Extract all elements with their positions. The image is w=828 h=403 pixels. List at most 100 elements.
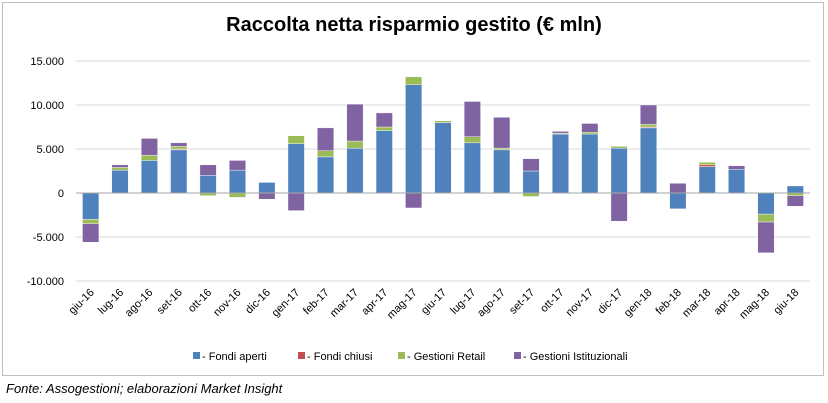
bar-segment — [405, 192, 423, 209]
bar-segment — [786, 185, 804, 194]
x-tick-label: ott-16 — [186, 287, 214, 315]
bar-segment — [111, 164, 129, 168]
bar-segment — [757, 192, 775, 215]
bar-segment — [463, 101, 481, 137]
y-tick-label: 15.000 — [30, 56, 64, 68]
bar-segment — [170, 146, 188, 150]
bar-segment — [698, 161, 716, 166]
legend-label: - Fondi aperti — [202, 351, 267, 363]
bar-segment — [669, 183, 687, 194]
bar-segment — [698, 166, 716, 194]
bar-segment — [493, 147, 511, 151]
bar-segment — [375, 126, 393, 131]
x-tick-label: nov-16 — [211, 287, 243, 319]
x-tick-label: nov-17 — [564, 287, 596, 319]
bar-segment — [786, 195, 804, 207]
bar-segment — [522, 158, 540, 172]
x-tick-label: feb-17 — [301, 287, 332, 318]
bar-segment — [317, 156, 334, 194]
bar-segment — [140, 138, 158, 156]
legend-swatch — [514, 352, 521, 359]
bar-segment — [111, 167, 129, 171]
bar-segment — [375, 112, 393, 128]
bar-segment — [170, 149, 188, 194]
bar-segment — [757, 221, 775, 254]
x-tick-label: gen-18 — [622, 287, 655, 320]
bar-segment — [405, 76, 423, 85]
y-tick-label: -5.000 — [33, 232, 64, 244]
bar-segment — [287, 143, 305, 194]
x-tick-label: gen-17 — [270, 287, 303, 320]
bar-segment — [757, 213, 775, 223]
bar-segment — [317, 127, 334, 151]
bar-segment — [258, 192, 276, 200]
bar-segment — [346, 147, 364, 194]
bar-segment — [287, 192, 305, 211]
bar-segment — [434, 120, 452, 123]
bar-segment — [640, 127, 657, 194]
bar-segment — [640, 104, 657, 125]
bar-segment — [493, 117, 511, 149]
y-tick-label: 0 — [58, 188, 64, 200]
bar-segment — [552, 131, 569, 134]
x-tick-label: giu-17 — [419, 287, 449, 317]
bar-segment — [640, 124, 657, 128]
bar-segment — [317, 150, 334, 158]
bar-segment — [522, 192, 540, 197]
bar-segment — [581, 133, 599, 194]
x-tick-label: ago-16 — [123, 287, 156, 320]
bar-segment — [82, 223, 100, 243]
bar-segment — [346, 140, 364, 149]
bar-segment — [698, 164, 716, 167]
bar-segment — [82, 219, 100, 224]
bar-segment — [199, 175, 217, 194]
bar-segment — [434, 122, 452, 194]
bar-segment — [728, 165, 746, 170]
bar-segment — [287, 135, 305, 144]
legend-swatch — [398, 352, 405, 359]
y-tick-label: 5.000 — [36, 144, 64, 156]
chart-title: Raccolta netta risparmio gestito (€ mln) — [226, 14, 602, 36]
x-tick-label: mag-18 — [737, 287, 772, 322]
bar-segment — [140, 160, 158, 194]
x-tick-label: set-17 — [507, 287, 537, 317]
bar-segment — [405, 84, 423, 194]
x-tick-label: lug-16 — [96, 287, 126, 317]
bar-segment — [375, 130, 393, 194]
y-tick-label: -10.000 — [27, 276, 64, 288]
bar-segment — [610, 192, 628, 222]
bar-segment — [522, 170, 540, 194]
bar-segment — [610, 147, 628, 194]
x-tick-label: lug-17 — [448, 287, 478, 317]
y-tick-label: 10.000 — [30, 100, 64, 112]
bar-segment — [199, 164, 217, 176]
x-tick-label: ott-17 — [538, 287, 566, 315]
x-tick-label: mar-18 — [680, 287, 713, 320]
x-tick-label: ago-17 — [475, 287, 508, 320]
bar-segment — [669, 192, 687, 210]
x-tick-label: dic-16 — [243, 287, 273, 317]
bar-segment — [170, 142, 188, 147]
bar-segment — [229, 169, 246, 194]
bar-segment — [610, 146, 628, 149]
x-tick-label: dic-17 — [596, 287, 626, 317]
x-tick-label: mag-17 — [385, 287, 420, 322]
bar-segment — [229, 160, 246, 171]
bar-segment — [258, 182, 276, 194]
x-tick-label: set-16 — [155, 287, 185, 317]
x-tick-label: feb-18 — [653, 287, 684, 318]
bar-segment — [463, 142, 481, 194]
bar-segment — [346, 103, 364, 142]
bar-segment — [552, 133, 569, 194]
x-tick-label: mar-17 — [328, 287, 361, 320]
bar-segment — [463, 136, 481, 144]
legend-label: - Gestioni Istituzionali — [523, 351, 628, 363]
legend-label: - Fondi chiusi — [307, 351, 372, 363]
x-tick-label: giu-18 — [771, 287, 801, 317]
bar-segment — [111, 169, 129, 194]
bar-segment — [581, 123, 599, 133]
bar-segment — [493, 149, 511, 194]
bar-segment — [229, 192, 246, 198]
bar-segment — [82, 192, 100, 220]
